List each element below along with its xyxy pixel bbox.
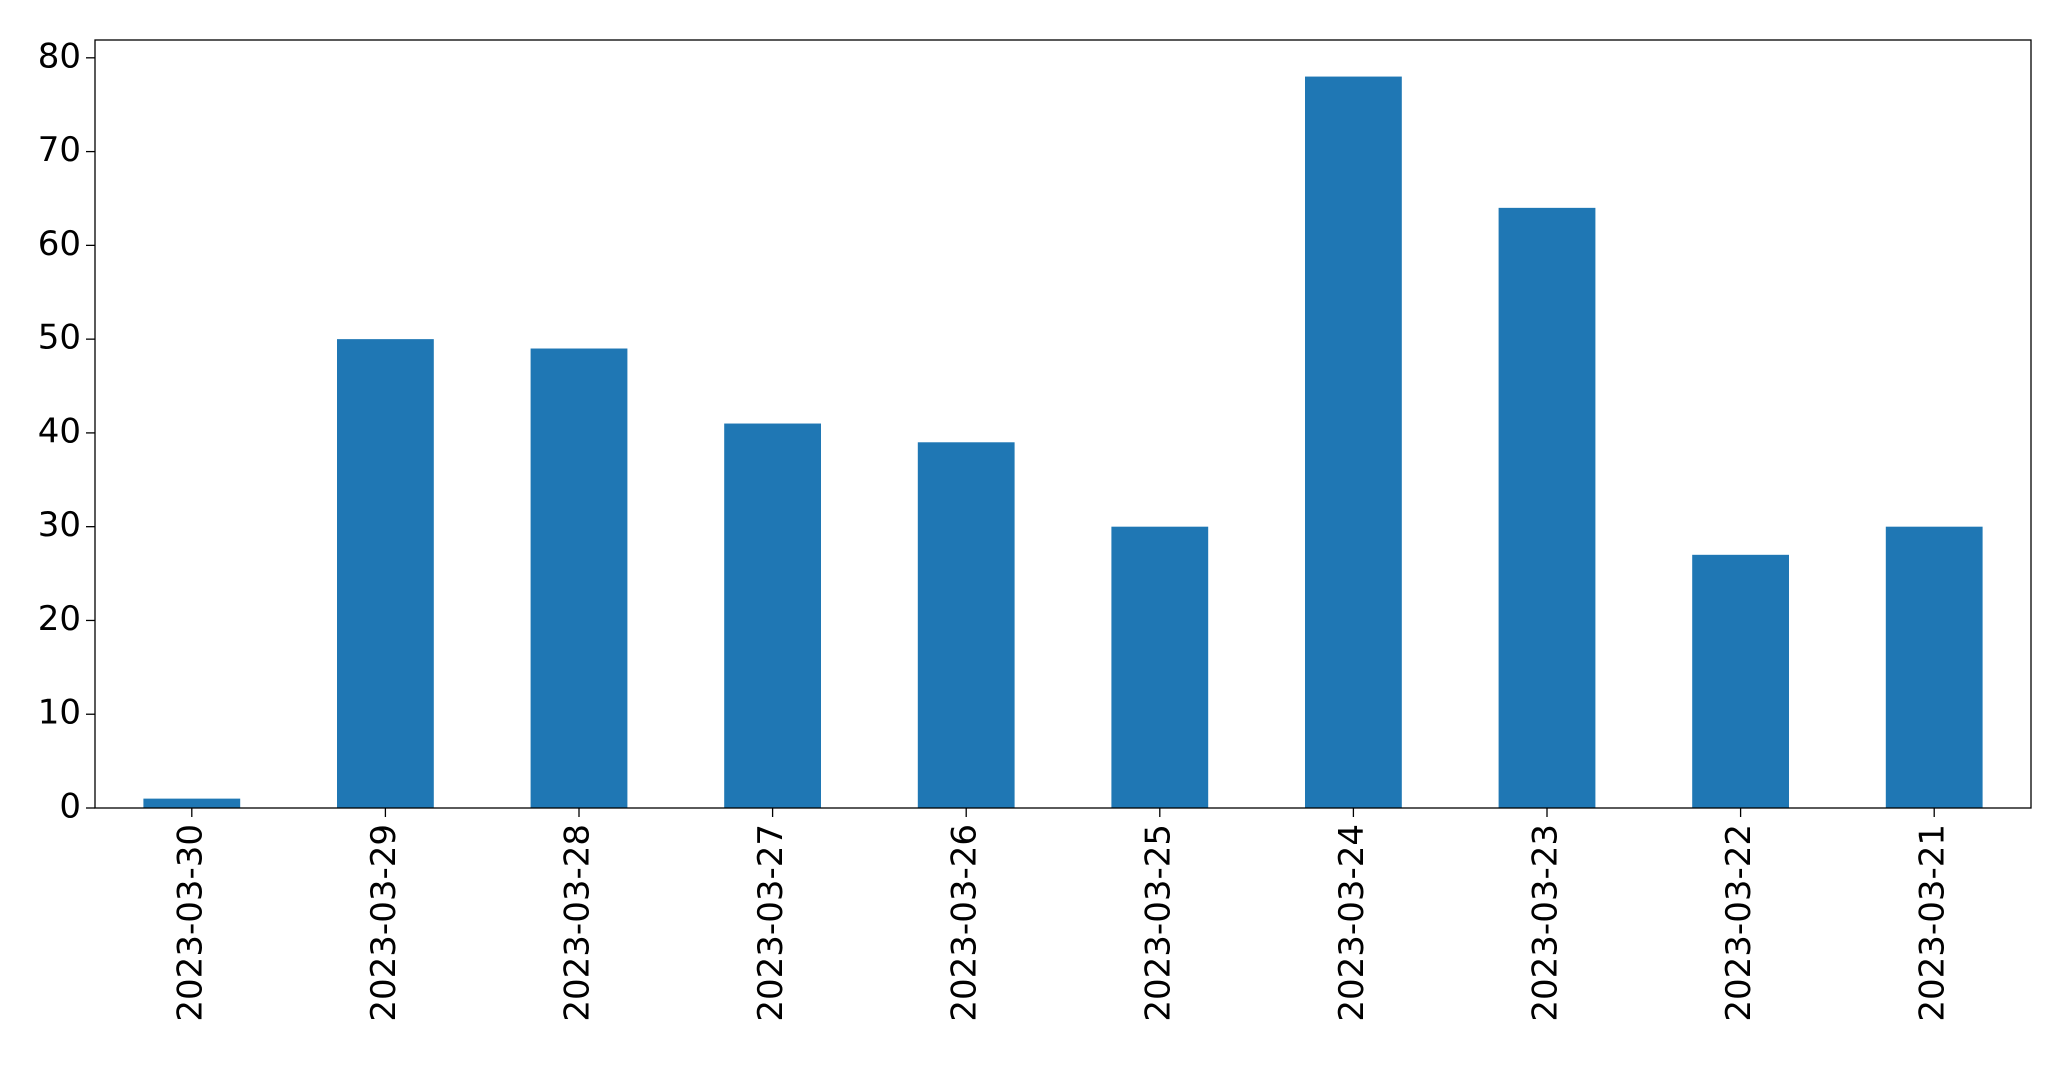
bar bbox=[1305, 76, 1402, 809]
y-tick-label: 20 bbox=[38, 599, 81, 639]
x-tick-label: 2023-03-22 bbox=[1719, 824, 1759, 1022]
x-tick-label: 2023-03-25 bbox=[1138, 824, 1178, 1022]
x-tick-label: 2023-03-27 bbox=[751, 824, 791, 1022]
bar bbox=[1692, 554, 1789, 808]
bar bbox=[337, 339, 434, 808]
bar bbox=[1885, 526, 1983, 808]
bar bbox=[530, 348, 628, 808]
x-tick-label: 2023-03-21 bbox=[1913, 824, 1953, 1022]
bar bbox=[1111, 526, 1209, 808]
y-tick-label: 60 bbox=[38, 224, 81, 264]
x-tick-label: 2023-03-23 bbox=[1526, 824, 1566, 1022]
x-tick-label: 2023-03-24 bbox=[1332, 824, 1372, 1022]
bar bbox=[724, 423, 821, 808]
y-tick-label: 40 bbox=[38, 411, 81, 451]
bar bbox=[917, 442, 1015, 808]
y-tick-label: 10 bbox=[38, 693, 81, 733]
y-tick-label: 80 bbox=[38, 36, 81, 76]
x-tick-label: 2023-03-26 bbox=[945, 824, 985, 1022]
y-tick-label: 0 bbox=[59, 787, 81, 827]
y-tick-label: 70 bbox=[38, 130, 81, 170]
bar bbox=[1498, 207, 1596, 808]
y-tick-label: 50 bbox=[38, 318, 81, 358]
x-tick-label: 2023-03-30 bbox=[170, 824, 210, 1022]
x-tick-label: 2023-03-29 bbox=[364, 824, 404, 1022]
x-tick-label: 2023-03-28 bbox=[558, 824, 598, 1022]
bar bbox=[143, 798, 241, 808]
y-tick-label: 30 bbox=[38, 505, 81, 545]
plot-frame bbox=[94, 39, 2032, 809]
